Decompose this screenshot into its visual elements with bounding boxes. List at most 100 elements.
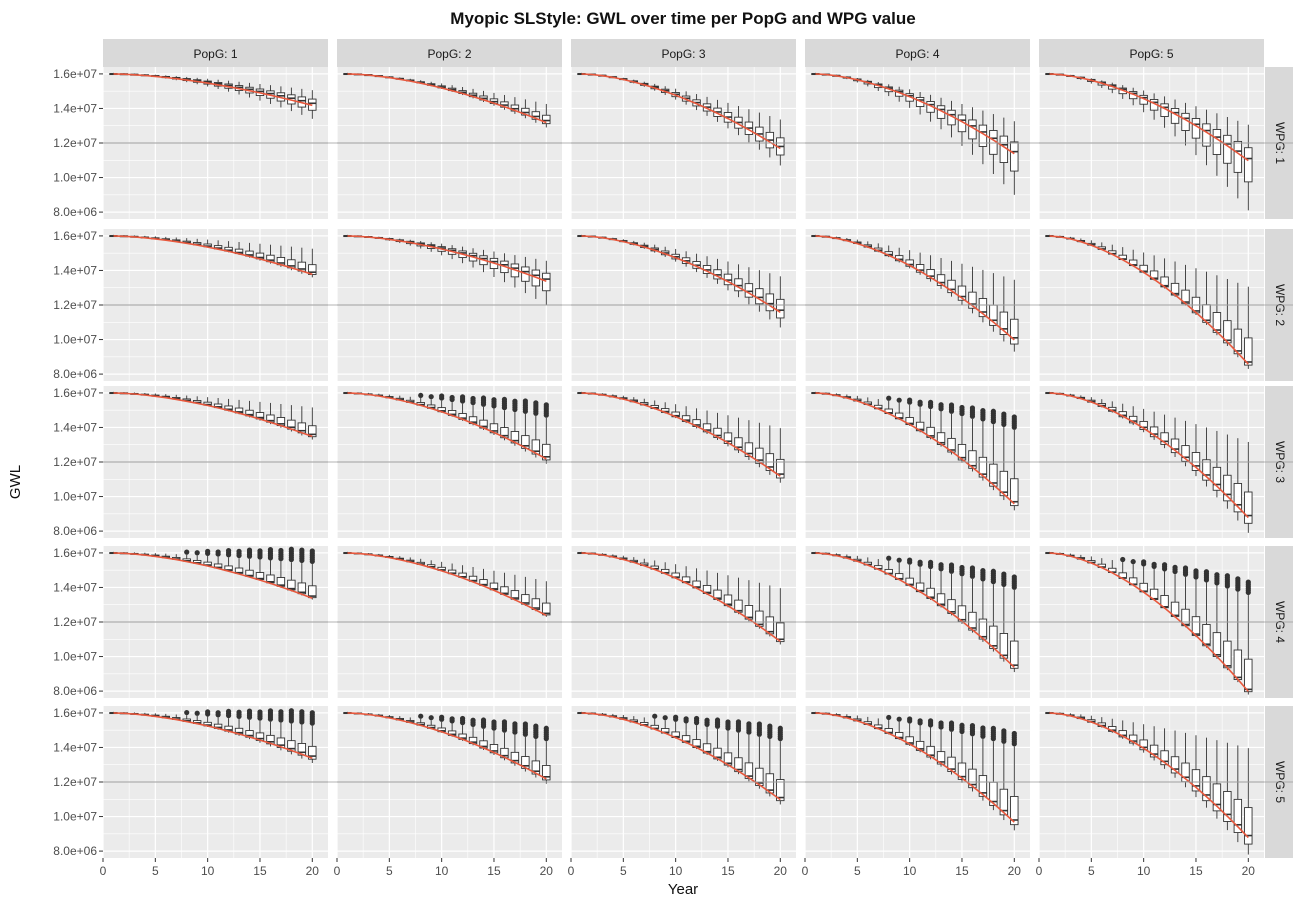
outlier-point — [470, 395, 476, 402]
x-tick-label: 0 — [1036, 864, 1043, 878]
box — [1223, 474, 1232, 502]
outlier-point — [236, 709, 242, 715]
box — [978, 298, 988, 318]
outlier-point — [1130, 559, 1136, 565]
box — [1149, 744, 1159, 758]
x-axis-label: Year — [668, 881, 698, 898]
y-tick-label: 1.6e+07 — [53, 706, 97, 720]
y-tick-label: 1.0e+07 — [53, 650, 97, 664]
box — [1233, 649, 1243, 680]
outlier-point — [886, 555, 892, 561]
outlier-point — [907, 397, 913, 403]
box — [776, 298, 785, 319]
x-tick-label: 20 — [1008, 864, 1022, 878]
box — [1244, 147, 1253, 183]
trend-line — [581, 712, 781, 801]
x-tick-label: 10 — [903, 864, 917, 878]
box — [308, 425, 317, 438]
x-tick-label: 5 — [1088, 864, 1095, 878]
y-tick-label: 8.0e+06 — [53, 524, 97, 538]
outlier-point — [990, 568, 996, 574]
trend-line — [815, 552, 1015, 668]
outlier-point — [714, 717, 721, 723]
outlier-point — [938, 562, 944, 568]
y-tick-label: 1.4e+07 — [53, 101, 97, 115]
outlier-point — [491, 719, 497, 725]
outlier-point — [236, 548, 242, 554]
box — [755, 447, 764, 464]
y-tick-label: 8.0e+06 — [53, 367, 97, 381]
outlier-point — [756, 721, 762, 727]
box — [999, 788, 1009, 816]
outlier-point — [449, 394, 455, 401]
outlier-point — [1120, 556, 1126, 563]
box — [1223, 134, 1232, 164]
box — [765, 293, 775, 312]
outlier-point — [1193, 568, 1199, 574]
y-tick-label: 1.2e+07 — [53, 775, 97, 789]
outlier-point — [948, 720, 955, 726]
facet-strip-label: PopG: 3 — [661, 47, 705, 61]
outlier-point — [1245, 579, 1251, 585]
outlier-point — [533, 400, 539, 406]
trend-line — [347, 73, 547, 124]
x-tick-label: 15 — [253, 864, 267, 878]
box — [542, 443, 551, 461]
outlier-point — [980, 725, 986, 731]
outlier-point — [662, 715, 668, 721]
y-tick-label: 1.6e+07 — [53, 386, 97, 400]
outlier-point — [917, 559, 923, 565]
outlier-point — [746, 721, 752, 727]
box — [1160, 432, 1169, 445]
x-tick-label: 5 — [152, 864, 159, 878]
outlier-point — [1001, 728, 1007, 734]
outlier-point — [1011, 414, 1017, 420]
box — [1010, 318, 1019, 345]
x-tick-label: 15 — [721, 864, 735, 878]
outlier-point — [777, 725, 783, 731]
facet-grid: PopG: 1 PopG: 2 PopG: 3 PopG: 4 PopG: 5WPG: … — [53, 39, 1293, 878]
outlier-point — [907, 557, 913, 563]
outlier-point — [896, 716, 902, 722]
outlier-point — [309, 548, 315, 554]
y-axis-label: GWL — [7, 465, 24, 499]
outlier-point — [652, 713, 658, 719]
outlier-point — [896, 557, 902, 563]
trend-line — [113, 392, 313, 438]
outlier-point — [278, 709, 284, 715]
x-tick-label: 5 — [854, 864, 861, 878]
outlier-point — [299, 547, 305, 553]
outlier-point — [288, 546, 294, 552]
outlier-point — [980, 408, 986, 414]
outlier-point — [480, 717, 487, 723]
outlier-point — [704, 717, 710, 723]
outlier-point — [184, 709, 190, 716]
outlier-point — [459, 715, 466, 722]
outlier-point — [1011, 574, 1017, 580]
outlier-point — [501, 396, 508, 403]
x-tick-label: 10 — [201, 864, 215, 878]
facet-strip-label: PopG: 5 — [1129, 47, 1173, 61]
outlier-point — [1001, 571, 1007, 577]
box — [1010, 796, 1019, 826]
x-tick-label: 5 — [620, 864, 627, 878]
facet-strip-label: PopG: 4 — [895, 47, 939, 61]
y-tick-label: 1.6e+07 — [53, 546, 97, 560]
outlier-point — [439, 393, 445, 399]
x-tick-label: 0 — [334, 864, 341, 878]
outlier-point — [959, 564, 965, 571]
outlier-point — [938, 402, 944, 408]
outlier-point — [184, 549, 190, 555]
outlier-point — [1141, 559, 1147, 565]
box — [978, 456, 988, 478]
box — [1170, 756, 1180, 774]
box — [1212, 466, 1222, 491]
outlier-point — [1151, 561, 1157, 567]
outlier-point — [990, 408, 996, 414]
box — [1191, 452, 1201, 471]
outlier-point — [917, 399, 923, 405]
outlier-point — [1161, 562, 1168, 568]
box — [542, 114, 551, 125]
y-tick-label: 1.2e+07 — [53, 136, 97, 150]
